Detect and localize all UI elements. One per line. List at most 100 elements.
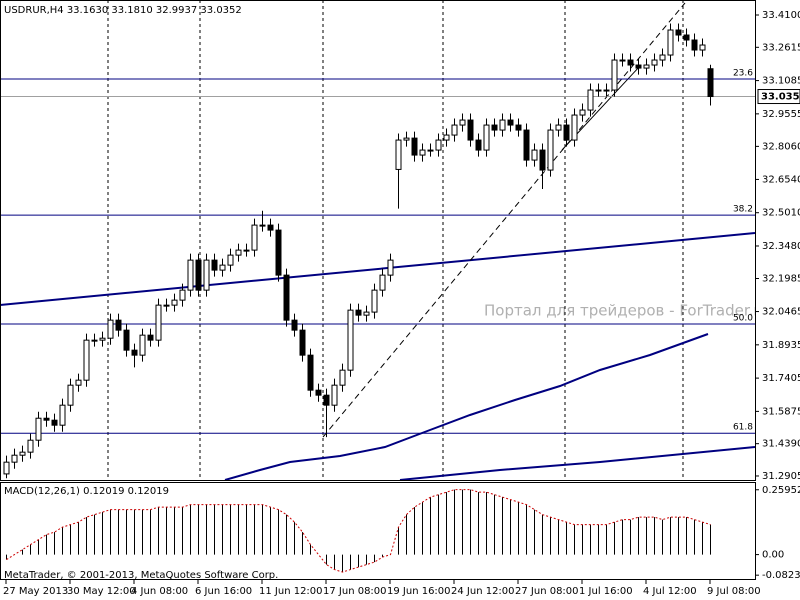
moving-average — [224, 333, 709, 480]
candle-body — [155, 304, 162, 341]
candle-body — [387, 259, 394, 276]
copyright: MetaTrader, © 2001-2013, MetaQuotes Soft… — [4, 570, 278, 581]
candle-body — [307, 354, 314, 391]
candle-body — [139, 334, 146, 356]
moving-average — [399, 446, 755, 480]
x-tick-label: 24 Jun 12:00 — [451, 586, 515, 597]
y-tick-label: 32.6540 — [762, 174, 800, 185]
candle-body — [443, 134, 450, 141]
y-tick-label: 32.3480 — [762, 241, 800, 252]
fib-label: 50.0 — [733, 314, 753, 324]
candle-body — [259, 224, 266, 227]
candle-body — [299, 329, 306, 356]
candle-body — [43, 417, 50, 421]
candle-body — [491, 124, 498, 131]
candle-body — [227, 254, 234, 266]
candle-body — [3, 461, 10, 475]
candle-body — [667, 29, 674, 56]
candle-body — [355, 309, 362, 316]
candle-body — [507, 119, 514, 126]
price-tag-label: 33.0352 — [761, 92, 800, 103]
y-tick-label: 32.1985 — [762, 273, 800, 284]
candle-body — [427, 149, 434, 152]
y-tick-label: 31.5875 — [762, 406, 800, 417]
candle-body — [331, 384, 338, 406]
price-tag-box — [757, 89, 800, 105]
macd-y-tick-label: 0.25952 — [762, 485, 800, 496]
macd-label: MACD(12,26,1) 0.12019 0.12019 — [4, 486, 169, 497]
fib-label: 61.8 — [733, 423, 753, 433]
candle-body — [483, 124, 490, 151]
candle-body — [123, 329, 130, 351]
candle-body — [699, 44, 706, 51]
candle-body — [347, 309, 354, 371]
macd-frame — [0, 482, 756, 580]
y-tick-label: 32.0465 — [762, 307, 800, 318]
candle-body — [683, 34, 690, 41]
y-tick-label: 32.5010 — [762, 208, 800, 219]
candle-body — [675, 29, 682, 36]
candle-body — [587, 89, 594, 111]
candle-body — [403, 137, 410, 141]
candle-body — [435, 139, 442, 151]
candle-body — [579, 109, 586, 116]
candle-body — [603, 89, 610, 92]
y-tick-label: 32.8060 — [762, 141, 800, 152]
candle-body — [339, 369, 346, 386]
y-tick-label: 31.7405 — [762, 373, 800, 384]
x-tick-label: 17 Jun 08:00 — [323, 586, 387, 597]
candle-body — [547, 129, 554, 171]
candle-body — [99, 337, 106, 341]
x-tick-label: 6 Jun 16:00 — [195, 586, 252, 597]
candle-body — [219, 264, 226, 271]
trend-line — [322, 2, 686, 438]
candle-body — [643, 64, 650, 69]
candle-body — [187, 259, 194, 291]
candle-body — [107, 319, 114, 339]
watermark: Портал для трейдеров - ForTrader.ru — [484, 302, 769, 320]
fib-label: 38.2 — [733, 205, 753, 215]
candle-body — [635, 64, 642, 69]
candle-body — [235, 249, 242, 256]
x-tick-label: 9 Jul 08:00 — [707, 586, 761, 597]
candle-body — [611, 59, 618, 91]
candle-body — [523, 129, 530, 161]
x-tick-label: 30 May 12:00 — [67, 586, 136, 597]
candle-body — [51, 419, 58, 426]
candle-body — [691, 39, 698, 51]
candle-body — [267, 224, 274, 231]
candle-body — [67, 384, 74, 406]
x-tick-label: 1 Jul 16:00 — [579, 586, 633, 597]
candle-body — [411, 137, 418, 156]
candle-body — [371, 289, 378, 313]
candle-body — [515, 124, 522, 131]
x-tick-label: 4 Jul 12:00 — [643, 586, 697, 597]
price-panel: Портал для трейдеров - ForTrader.ru 23.6… — [0, 0, 769, 480]
candle-body — [379, 274, 386, 291]
candle-body — [291, 319, 298, 331]
trend-line — [0, 232, 755, 306]
candle-body — [195, 259, 202, 291]
macd-signal-line — [6, 489, 711, 573]
candle-body — [275, 229, 282, 276]
candle-body — [251, 224, 258, 251]
candle-body — [315, 389, 322, 396]
candle-body — [395, 139, 402, 170]
candle-body — [627, 59, 634, 66]
candle-body — [283, 274, 290, 321]
candle-body — [211, 259, 218, 271]
candle-body — [467, 119, 474, 141]
candle-body — [171, 299, 178, 306]
candle-body — [131, 349, 138, 356]
candle-body — [147, 334, 154, 341]
candle-body — [11, 454, 18, 463]
candle-body — [75, 379, 82, 386]
price-tag: 33.0352 — [757, 89, 800, 105]
candle-body — [459, 119, 466, 126]
candle-body — [19, 451, 26, 456]
chart-title: USDRUR,H4 33.1630 33.1810 32.9937 33.035… — [4, 5, 242, 16]
candle-body — [499, 119, 506, 131]
candle-body — [163, 304, 170, 307]
candle-body — [419, 149, 426, 156]
